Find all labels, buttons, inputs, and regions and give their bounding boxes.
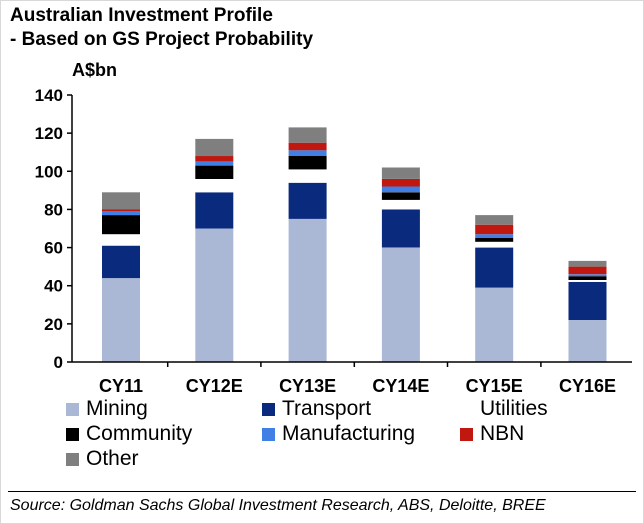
bar-utilities-cy12e xyxy=(195,178,234,193)
bar-other-cy14e xyxy=(381,167,420,179)
bar-transport-cy15e xyxy=(475,247,514,288)
bar-community-cy16e xyxy=(568,276,607,280)
bar-transport-cy11 xyxy=(102,245,140,279)
legend-item-transport: Transport xyxy=(262,397,372,420)
bar-mining-cy11 xyxy=(102,278,140,362)
x-tick-label-cy12e: CY12E xyxy=(186,376,243,396)
bar-transport-cy12e xyxy=(195,192,234,229)
bar-utilities-cy16e xyxy=(568,280,607,282)
legend-item-manufacturing: Manufacturing xyxy=(262,422,416,445)
y-axis-label: A$bn xyxy=(72,60,117,80)
bar-utilities-cy15e xyxy=(475,241,514,248)
bar-nbn-cy12e xyxy=(195,156,234,162)
bar-community-cy15e xyxy=(475,238,514,242)
legend-swatch-nbn xyxy=(460,427,473,441)
stacked-bar-chart: CY11 CY12E CY13E CY14E CY15E CY16E 0 20 40 60 80 10… xyxy=(35,86,632,396)
bar-transport-cy13e xyxy=(288,182,327,219)
bar-transport-cy14e xyxy=(381,209,420,248)
bar-nbn-cy14e xyxy=(381,178,420,187)
bar-other-cy13e xyxy=(288,127,327,143)
bar-mining-cy13e xyxy=(288,219,327,362)
x-tick-label-cy16e: CY16E xyxy=(559,376,616,396)
legend-swatch-other xyxy=(66,452,79,466)
legend-label-utilities: Utilities xyxy=(480,397,548,420)
bar-manufacturing-cy11 xyxy=(102,211,140,216)
bar-mining-cy16e xyxy=(568,320,607,362)
chart-title: Australian Investment Profile - Based on… xyxy=(10,4,313,52)
legend-swatch-manufacturing xyxy=(262,427,275,441)
bar-community-cy13e xyxy=(288,156,327,170)
bar-nbn-cy11 xyxy=(102,209,140,212)
chart-title-line-1: Australian Investment Profile xyxy=(10,5,273,26)
y-tick-label-120: 120 xyxy=(35,124,63,143)
x-tick-label-cy15e: CY15E xyxy=(466,376,523,396)
legend-label-community: Community xyxy=(86,422,193,445)
bar-utilities-cy14e xyxy=(381,199,420,210)
legend-label-manufacturing: Manufacturing xyxy=(282,422,416,445)
bar-manufacturing-cy12e xyxy=(195,161,234,166)
legend-swatch-utilities xyxy=(460,403,473,416)
legend-swatch-mining xyxy=(66,402,79,416)
legend-label-nbn: NBN xyxy=(480,422,525,445)
legend-label-other: Other xyxy=(86,447,139,470)
source-note: Source: Goldman Sachs Global Investment … xyxy=(10,497,546,514)
legend-item-nbn: NBN xyxy=(460,422,525,445)
y-tick-label-20: 20 xyxy=(44,315,63,334)
bar-manufacturing-cy14e xyxy=(381,186,420,193)
y-tick-label-100: 100 xyxy=(35,162,63,181)
y-tick-label-80: 80 xyxy=(44,200,63,219)
bar-manufacturing-cy13e xyxy=(288,150,327,156)
bar-mining-cy12e xyxy=(195,228,234,362)
bar-manufacturing-cy15e xyxy=(475,234,514,238)
bar-nbn-cy16e xyxy=(568,266,607,275)
legend-item-community: Community xyxy=(66,422,193,445)
x-tick-label-cy14e: CY14E xyxy=(372,376,429,396)
legend-swatch-transport xyxy=(262,402,275,416)
legend-swatch-community xyxy=(66,427,79,441)
bar-utilities-cy13e xyxy=(288,169,327,183)
bar-other-cy16e xyxy=(568,260,607,267)
x-tick-label-cy13e: CY13E xyxy=(279,376,336,396)
bar-other-cy11 xyxy=(102,192,140,210)
bar-transport-cy16e xyxy=(568,281,607,320)
bar-community-cy12e xyxy=(195,165,234,179)
y-tick-label-60: 60 xyxy=(44,239,63,258)
bar-mining-cy15e xyxy=(475,287,514,362)
source-divider xyxy=(8,491,636,492)
y-tick-label-140: 140 xyxy=(35,86,63,105)
bar-community-cy11 xyxy=(102,215,140,235)
legend-item-utilities: Utilities xyxy=(460,397,548,420)
legend-item-other: Other xyxy=(66,447,139,470)
bar-utilities-cy11 xyxy=(102,234,140,246)
bar-mining-cy14e xyxy=(381,247,420,362)
y-tick-label-40: 40 xyxy=(44,277,63,296)
legend-label-transport: Transport xyxy=(282,397,372,420)
bar-manufacturing-cy16e xyxy=(568,274,607,277)
bar-nbn-cy15e xyxy=(475,224,514,235)
chart-title-line-2: - Based on GS Project Probability xyxy=(10,29,314,50)
legend-label-mining: Mining xyxy=(86,397,148,420)
x-tick-label-cy11: CY11 xyxy=(99,376,143,396)
bar-other-cy15e xyxy=(475,215,514,225)
y-tick-label-0: 0 xyxy=(54,353,63,372)
bar-nbn-cy13e xyxy=(288,142,327,151)
bar-community-cy14e xyxy=(381,192,420,200)
bar-other-cy12e xyxy=(195,138,234,157)
legend-item-mining: Mining xyxy=(66,397,148,420)
